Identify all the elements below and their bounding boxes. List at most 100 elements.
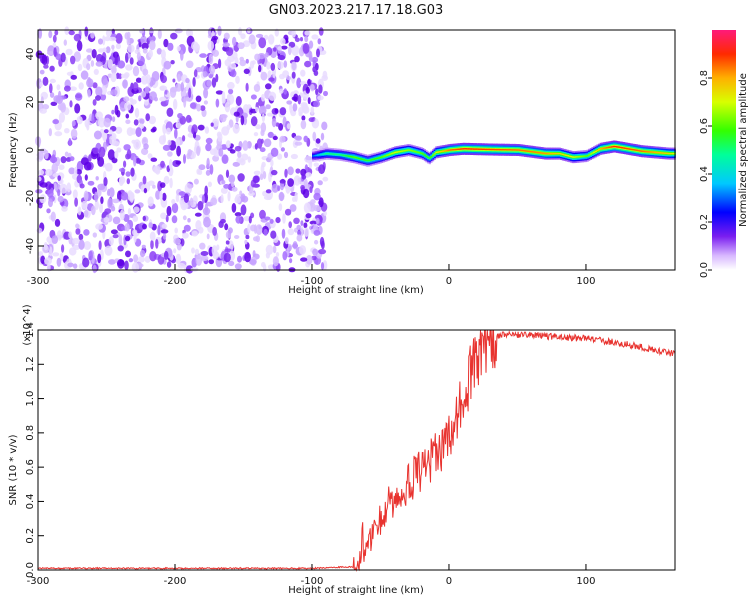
noise-speck <box>145 74 151 85</box>
ridge-cell <box>547 152 550 155</box>
ridge-cell <box>635 149 638 151</box>
noise-speck <box>176 45 181 52</box>
noise-speck <box>320 262 325 270</box>
noise-speck <box>109 129 113 135</box>
noise-speck <box>226 94 232 100</box>
noise-speck <box>87 89 91 98</box>
ridge-cell <box>386 154 389 156</box>
ridge-cell <box>366 159 369 162</box>
ridge-cell <box>418 152 421 154</box>
noise-speck <box>78 82 84 90</box>
noise-speck <box>105 29 112 37</box>
noise-speck <box>258 64 262 73</box>
noise-speck <box>124 223 130 232</box>
noise-speck <box>175 160 182 165</box>
ridge-cell <box>486 148 489 151</box>
ridge-cell <box>629 148 632 150</box>
noise-speck <box>193 69 198 78</box>
noise-speck <box>139 249 146 258</box>
noise-speck <box>191 230 198 237</box>
noise-speck <box>86 48 93 53</box>
ridge-cell <box>430 156 433 158</box>
noise-speck <box>309 220 317 225</box>
ridge-cell <box>400 150 403 152</box>
bottom-y-tick-label: 1.2 <box>25 356 36 372</box>
noise-speck <box>170 32 178 40</box>
noise-speck <box>246 104 252 109</box>
noise-speck <box>277 153 283 160</box>
ridge-cell <box>637 149 640 152</box>
ridge-cell <box>548 152 551 155</box>
ridge-cell <box>478 148 481 150</box>
ridge-cell <box>440 150 443 153</box>
noise-speck <box>48 30 53 39</box>
noise-speck <box>215 73 219 83</box>
ridge-cell <box>529 150 532 153</box>
noise-speck <box>126 149 132 160</box>
noise-speck <box>137 256 145 263</box>
noise-speck <box>148 115 156 125</box>
noise-speck <box>185 28 191 37</box>
ridge-cell <box>474 148 477 150</box>
noise-speck <box>120 191 129 201</box>
noise-speck <box>279 107 287 116</box>
ridge-cell <box>433 153 436 155</box>
noise-speck <box>150 239 154 250</box>
ridge-cell <box>609 146 612 148</box>
noise-speck <box>156 48 162 55</box>
noise-speck <box>308 40 314 49</box>
noise-speck <box>318 164 326 175</box>
noise-speck <box>98 146 106 158</box>
ridge-cell <box>372 158 375 160</box>
ridge-cell <box>517 149 520 151</box>
noise-speck <box>95 95 101 101</box>
noise-speck <box>265 189 272 194</box>
noise-speck <box>117 259 125 269</box>
ridge-cell <box>415 151 418 153</box>
noise-speck <box>297 94 302 105</box>
noise-speck <box>300 220 304 227</box>
noise-speck <box>115 33 123 44</box>
noise-speck <box>247 223 251 233</box>
noise-speck <box>225 169 230 178</box>
ridge-cell <box>382 155 385 158</box>
ridge-cell <box>346 155 349 157</box>
ridge-cell <box>658 152 661 154</box>
noise-speck <box>112 216 121 225</box>
ridge-cell <box>639 150 642 152</box>
noise-speck <box>130 128 137 135</box>
noise-speck <box>38 169 45 176</box>
ridge-cell <box>499 149 502 151</box>
noise-speck <box>289 258 293 264</box>
noise-speck <box>51 163 59 173</box>
noise-speck <box>209 148 217 156</box>
noise-speck <box>241 153 249 161</box>
noise-speck <box>117 245 124 252</box>
noise-speck <box>262 171 267 180</box>
noise-speck <box>35 189 43 194</box>
noise-speck <box>210 197 218 206</box>
top-x-tick-label: -300 <box>27 276 50 287</box>
noise-speck <box>193 178 199 185</box>
noise-speck <box>228 88 234 95</box>
noise-speck <box>282 213 286 224</box>
ridge-cell <box>409 149 412 151</box>
noise-speck <box>264 216 271 221</box>
noise-speck <box>224 102 231 113</box>
noise-speck <box>132 82 139 91</box>
noise-speck <box>84 174 88 181</box>
colorbar-label: Normalized spectral amplitude <box>738 73 749 227</box>
ridge-cell <box>601 147 604 150</box>
noise-speck <box>240 204 247 216</box>
noise-speck <box>70 128 78 139</box>
noise-speck <box>260 71 268 81</box>
noise-speck <box>275 122 280 127</box>
ridge-cell <box>624 147 627 149</box>
noise-speck <box>244 239 248 245</box>
ridge-cell <box>650 151 653 153</box>
noise-speck <box>240 193 246 202</box>
ridge-cell <box>376 157 379 159</box>
ridge-cell <box>331 153 334 155</box>
noise-speck <box>149 231 156 241</box>
